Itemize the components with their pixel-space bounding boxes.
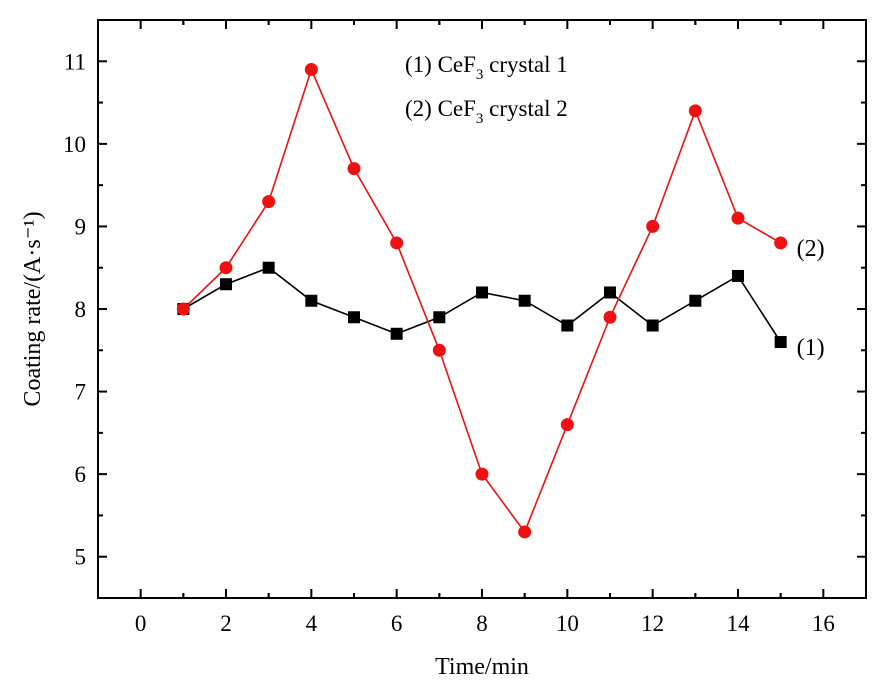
y-tick-label: 8 xyxy=(75,297,87,322)
series-2-point xyxy=(475,467,489,481)
series-1-point xyxy=(390,327,403,340)
legend-entry-prefix: (2) CeF xyxy=(405,96,476,121)
series-1-point xyxy=(518,294,531,307)
legend-entry-suffix: crystal 2 xyxy=(483,96,567,121)
series-1-point xyxy=(348,311,360,324)
series-1-point xyxy=(604,286,616,299)
series-1-point xyxy=(646,319,659,332)
legend-entry-suffix: crystal 1 xyxy=(483,52,567,77)
y-axis-ticks: 5 6 7 8 9 10 11 xyxy=(63,49,866,570)
series-1-point xyxy=(220,278,232,291)
y-axis-title: Coating rate/(A·s⁻¹) xyxy=(20,211,46,406)
series-1-point xyxy=(262,261,275,274)
y-tick-label: 7 xyxy=(75,380,87,405)
legend-entry-subscript: 3 xyxy=(476,111,484,127)
x-axis-title: Time/min xyxy=(435,654,529,680)
series-2-point xyxy=(176,302,190,316)
series-2-point xyxy=(774,236,788,250)
series-2-point xyxy=(688,104,702,118)
series-1-point xyxy=(305,294,318,307)
series-2-point xyxy=(560,418,574,432)
series-end-label: (1) xyxy=(797,335,825,361)
y-tick-label: 5 xyxy=(75,545,87,570)
series-layer: (1) (2) xyxy=(176,63,825,539)
legend-entry: (1) CeF3 crystal 1 xyxy=(405,52,568,83)
x-tick-label: 10 xyxy=(556,611,579,636)
x-tick-label: 12 xyxy=(641,611,664,636)
series-1-point xyxy=(476,286,488,299)
series-1-point xyxy=(774,336,787,349)
legend-entry-subscript: 3 xyxy=(476,67,484,83)
series-2-point xyxy=(304,63,318,77)
series-2-point xyxy=(432,343,446,357)
x-tick-label: 0 xyxy=(135,611,147,636)
x-tick-label: 4 xyxy=(306,611,318,636)
y-tick-label: 9 xyxy=(75,214,87,239)
x-tick-label: 16 xyxy=(812,611,835,636)
series-2-point xyxy=(518,525,532,539)
series-1-point xyxy=(732,269,744,282)
x-tick-label: 8 xyxy=(476,611,488,636)
series-1-point xyxy=(561,319,574,332)
series-1-point xyxy=(689,294,702,307)
x-tick-label: 2 xyxy=(220,611,232,636)
x-tick-label: 6 xyxy=(391,611,403,636)
series-1-point xyxy=(433,311,446,324)
y-tick-label: 11 xyxy=(64,49,86,74)
y-tick-label: 10 xyxy=(63,132,86,157)
series-2-point xyxy=(646,219,660,233)
legend: (1) CeF3 crystal 1(2) CeF3 crystal 2 xyxy=(405,52,568,127)
series-2-point xyxy=(347,162,361,176)
legend-entry: (2) CeF3 crystal 2 xyxy=(405,96,568,127)
series-2-point xyxy=(219,261,233,275)
y-tick-label: 6 xyxy=(75,462,87,487)
series-end-label: (2) xyxy=(797,236,825,262)
plot-frame xyxy=(97,19,867,599)
series-2-point xyxy=(262,195,276,209)
series-2-point xyxy=(390,236,404,250)
series-2-point xyxy=(731,211,745,225)
x-tick-label: 14 xyxy=(727,611,751,636)
series-2-point xyxy=(603,310,617,324)
legend-entry-prefix: (1) CeF xyxy=(405,52,476,77)
x-axis-ticks: 0 2 4 6 8 10 12 14 16 xyxy=(135,20,835,636)
